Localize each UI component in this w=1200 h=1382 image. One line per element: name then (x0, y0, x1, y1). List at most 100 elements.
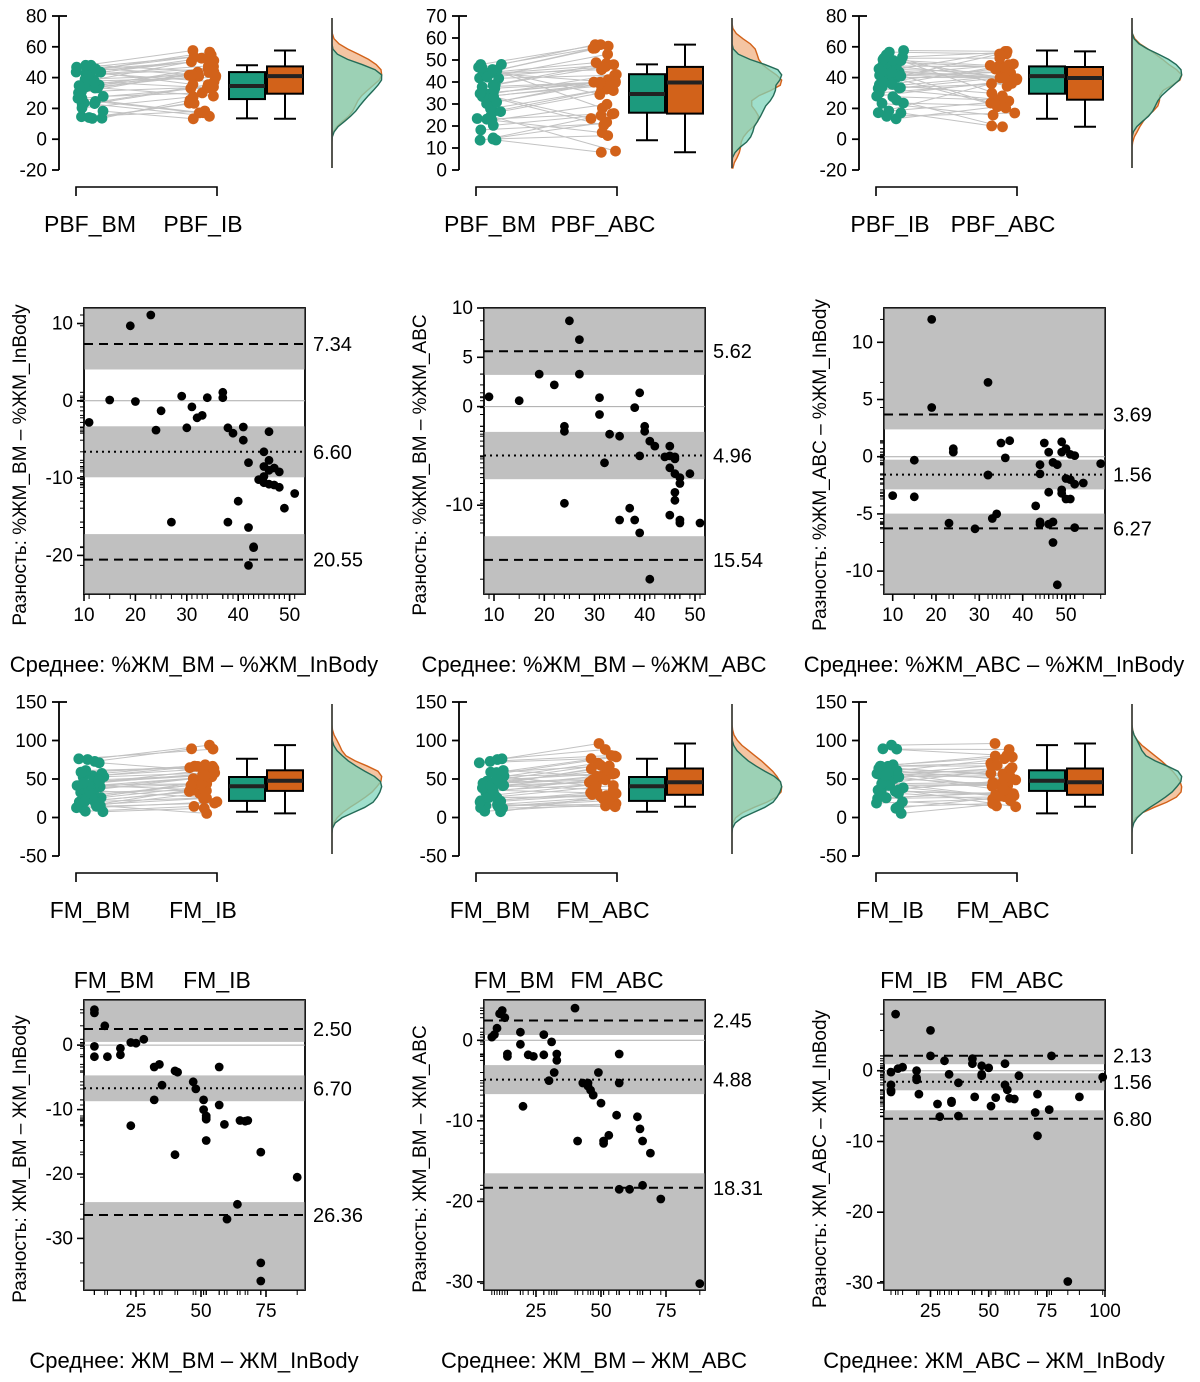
svg-text:50: 50 (190, 1301, 211, 1322)
svg-text:10: 10 (852, 332, 873, 353)
svg-text:4.96: 4.96 (713, 446, 752, 468)
svg-text:60: 60 (426, 29, 447, 50)
svg-text:60: 60 (826, 37, 847, 58)
svg-text:PBF_IB: PBF_IB (163, 211, 242, 237)
svg-text:60: 60 (26, 37, 47, 58)
svg-text:0: 0 (462, 397, 473, 418)
svg-text:FM_BM: FM_BM (50, 897, 131, 923)
svg-text:0: 0 (62, 1035, 73, 1056)
svg-text:6.70: 6.70 (313, 1078, 352, 1100)
svg-text:2.13: 2.13 (1113, 1046, 1152, 1068)
svg-text:-5: -5 (856, 504, 873, 525)
svg-text:10: 10 (882, 605, 903, 626)
svg-text:-20: -20 (820, 161, 847, 182)
svg-text:40: 40 (1012, 605, 1033, 626)
svg-text:-30: -30 (846, 1273, 873, 1294)
svg-text:50: 50 (26, 770, 47, 791)
svg-text:25: 25 (125, 1301, 146, 1322)
svg-text:PBF_ABC: PBF_ABC (951, 211, 1056, 237)
svg-text:0: 0 (836, 808, 847, 829)
svg-text:FM_BM: FM_BM (74, 967, 155, 993)
svg-text:Разность: %ЖМ_ABC – %ЖМ_InBody: Разность: %ЖМ_ABC – %ЖМ_InBody (810, 299, 831, 631)
svg-text:Среднее: ЖМ_BM – ЖМ_InBody: Среднее: ЖМ_BM – ЖМ_InBody (29, 1348, 358, 1373)
svg-text:0: 0 (862, 1061, 873, 1082)
svg-text:PBF_BM: PBF_BM (44, 211, 136, 237)
svg-text:30: 30 (176, 605, 197, 626)
svg-text:50: 50 (1055, 605, 1076, 626)
svg-text:Среднее: ЖМ_ABC – ЖМ_InBody: Среднее: ЖМ_ABC – ЖМ_InBody (823, 1348, 1165, 1373)
svg-text:50: 50 (426, 51, 447, 72)
svg-text:FM_ABC: FM_ABC (956, 897, 1049, 923)
svg-text:20: 20 (826, 99, 847, 120)
svg-text:Разность: %ЖМ_BM – %ЖМ_InBody: Разность: %ЖМ_BM – %ЖМ_InBody (10, 304, 31, 626)
svg-text:0: 0 (36, 130, 47, 151)
svg-text:15.54: 15.54 (713, 550, 763, 572)
svg-text:-50: -50 (420, 847, 447, 868)
svg-text:-10: -10 (446, 495, 473, 516)
svg-text:4.88: 4.88 (713, 1070, 752, 1092)
svg-text:Разность: ЖМ_ABC – ЖМ_InBody: Разность: ЖМ_ABC – ЖМ_InBody (810, 1009, 831, 1308)
svg-text:-20: -20 (446, 1191, 473, 1212)
svg-text:20: 20 (925, 605, 946, 626)
svg-text:-20: -20 (46, 545, 73, 566)
svg-text:6.27: 6.27 (1113, 518, 1152, 540)
svg-text:150: 150 (815, 693, 847, 714)
svg-text:Среднее: ЖМ_BM – ЖМ_ABC: Среднее: ЖМ_BM – ЖМ_ABC (441, 1348, 747, 1373)
svg-text:30: 30 (969, 605, 990, 626)
svg-text:75: 75 (255, 1301, 276, 1322)
svg-text:0: 0 (836, 130, 847, 151)
svg-text:50: 50 (590, 1301, 611, 1322)
svg-text:Среднее: %ЖМ_BM – %ЖМ_InBody: Среднее: %ЖМ_BM – %ЖМ_InBody (10, 652, 378, 677)
svg-text:-50: -50 (820, 847, 847, 868)
svg-text:20.55: 20.55 (313, 550, 363, 572)
svg-text:150: 150 (415, 693, 447, 714)
svg-text:FM_BM: FM_BM (474, 967, 555, 993)
svg-text:-10: -10 (46, 1100, 73, 1121)
svg-text:80: 80 (826, 7, 847, 28)
svg-text:FM_ABC: FM_ABC (556, 897, 649, 923)
svg-text:3.69: 3.69 (1113, 405, 1152, 427)
svg-text:100: 100 (815, 731, 847, 752)
svg-text:25: 25 (525, 1301, 546, 1322)
svg-text:50: 50 (826, 770, 847, 791)
svg-text:-30: -30 (46, 1228, 73, 1249)
svg-text:150: 150 (15, 693, 47, 714)
svg-text:25: 25 (920, 1301, 941, 1322)
svg-text:FM_IB: FM_IB (169, 897, 237, 923)
svg-text:-10: -10 (846, 561, 873, 582)
svg-text:0: 0 (462, 1030, 473, 1051)
svg-text:80: 80 (26, 7, 47, 28)
svg-text:7.34: 7.34 (313, 334, 352, 356)
svg-text:100: 100 (15, 731, 47, 752)
svg-text:10: 10 (426, 139, 447, 160)
svg-text:30: 30 (584, 605, 605, 626)
svg-text:10: 10 (483, 605, 504, 626)
svg-text:50: 50 (426, 770, 447, 791)
svg-text:6.80: 6.80 (1113, 1109, 1152, 1131)
svg-text:PBF_BM: PBF_BM (444, 211, 536, 237)
svg-text:0: 0 (436, 161, 447, 182)
svg-text:50: 50 (684, 605, 705, 626)
svg-text:-10: -10 (846, 1132, 873, 1153)
svg-text:26.36: 26.36 (313, 1205, 363, 1227)
svg-text:75: 75 (1036, 1301, 1057, 1322)
svg-text:20: 20 (125, 605, 146, 626)
svg-text:40: 40 (228, 605, 249, 626)
svg-text:40: 40 (634, 605, 655, 626)
svg-text:5: 5 (462, 347, 473, 368)
svg-text:100: 100 (415, 731, 447, 752)
svg-text:-20: -20 (846, 1202, 873, 1223)
svg-text:18.31: 18.31 (713, 1178, 763, 1200)
svg-text:2.50: 2.50 (313, 1019, 352, 1041)
svg-text:FM_ABC: FM_ABC (570, 967, 663, 993)
svg-text:0: 0 (62, 391, 73, 412)
svg-text:1.56: 1.56 (1113, 1072, 1152, 1094)
svg-text:Среднее: %ЖМ_BM – %ЖМ_ABC: Среднее: %ЖМ_BM – %ЖМ_ABC (421, 652, 766, 677)
svg-text:50: 50 (978, 1301, 999, 1322)
svg-text:40: 40 (26, 68, 47, 89)
svg-text:6.60: 6.60 (313, 442, 352, 464)
svg-text:-30: -30 (446, 1272, 473, 1293)
svg-text:30: 30 (426, 95, 447, 116)
svg-text:50: 50 (279, 605, 300, 626)
svg-text:10: 10 (52, 314, 73, 335)
